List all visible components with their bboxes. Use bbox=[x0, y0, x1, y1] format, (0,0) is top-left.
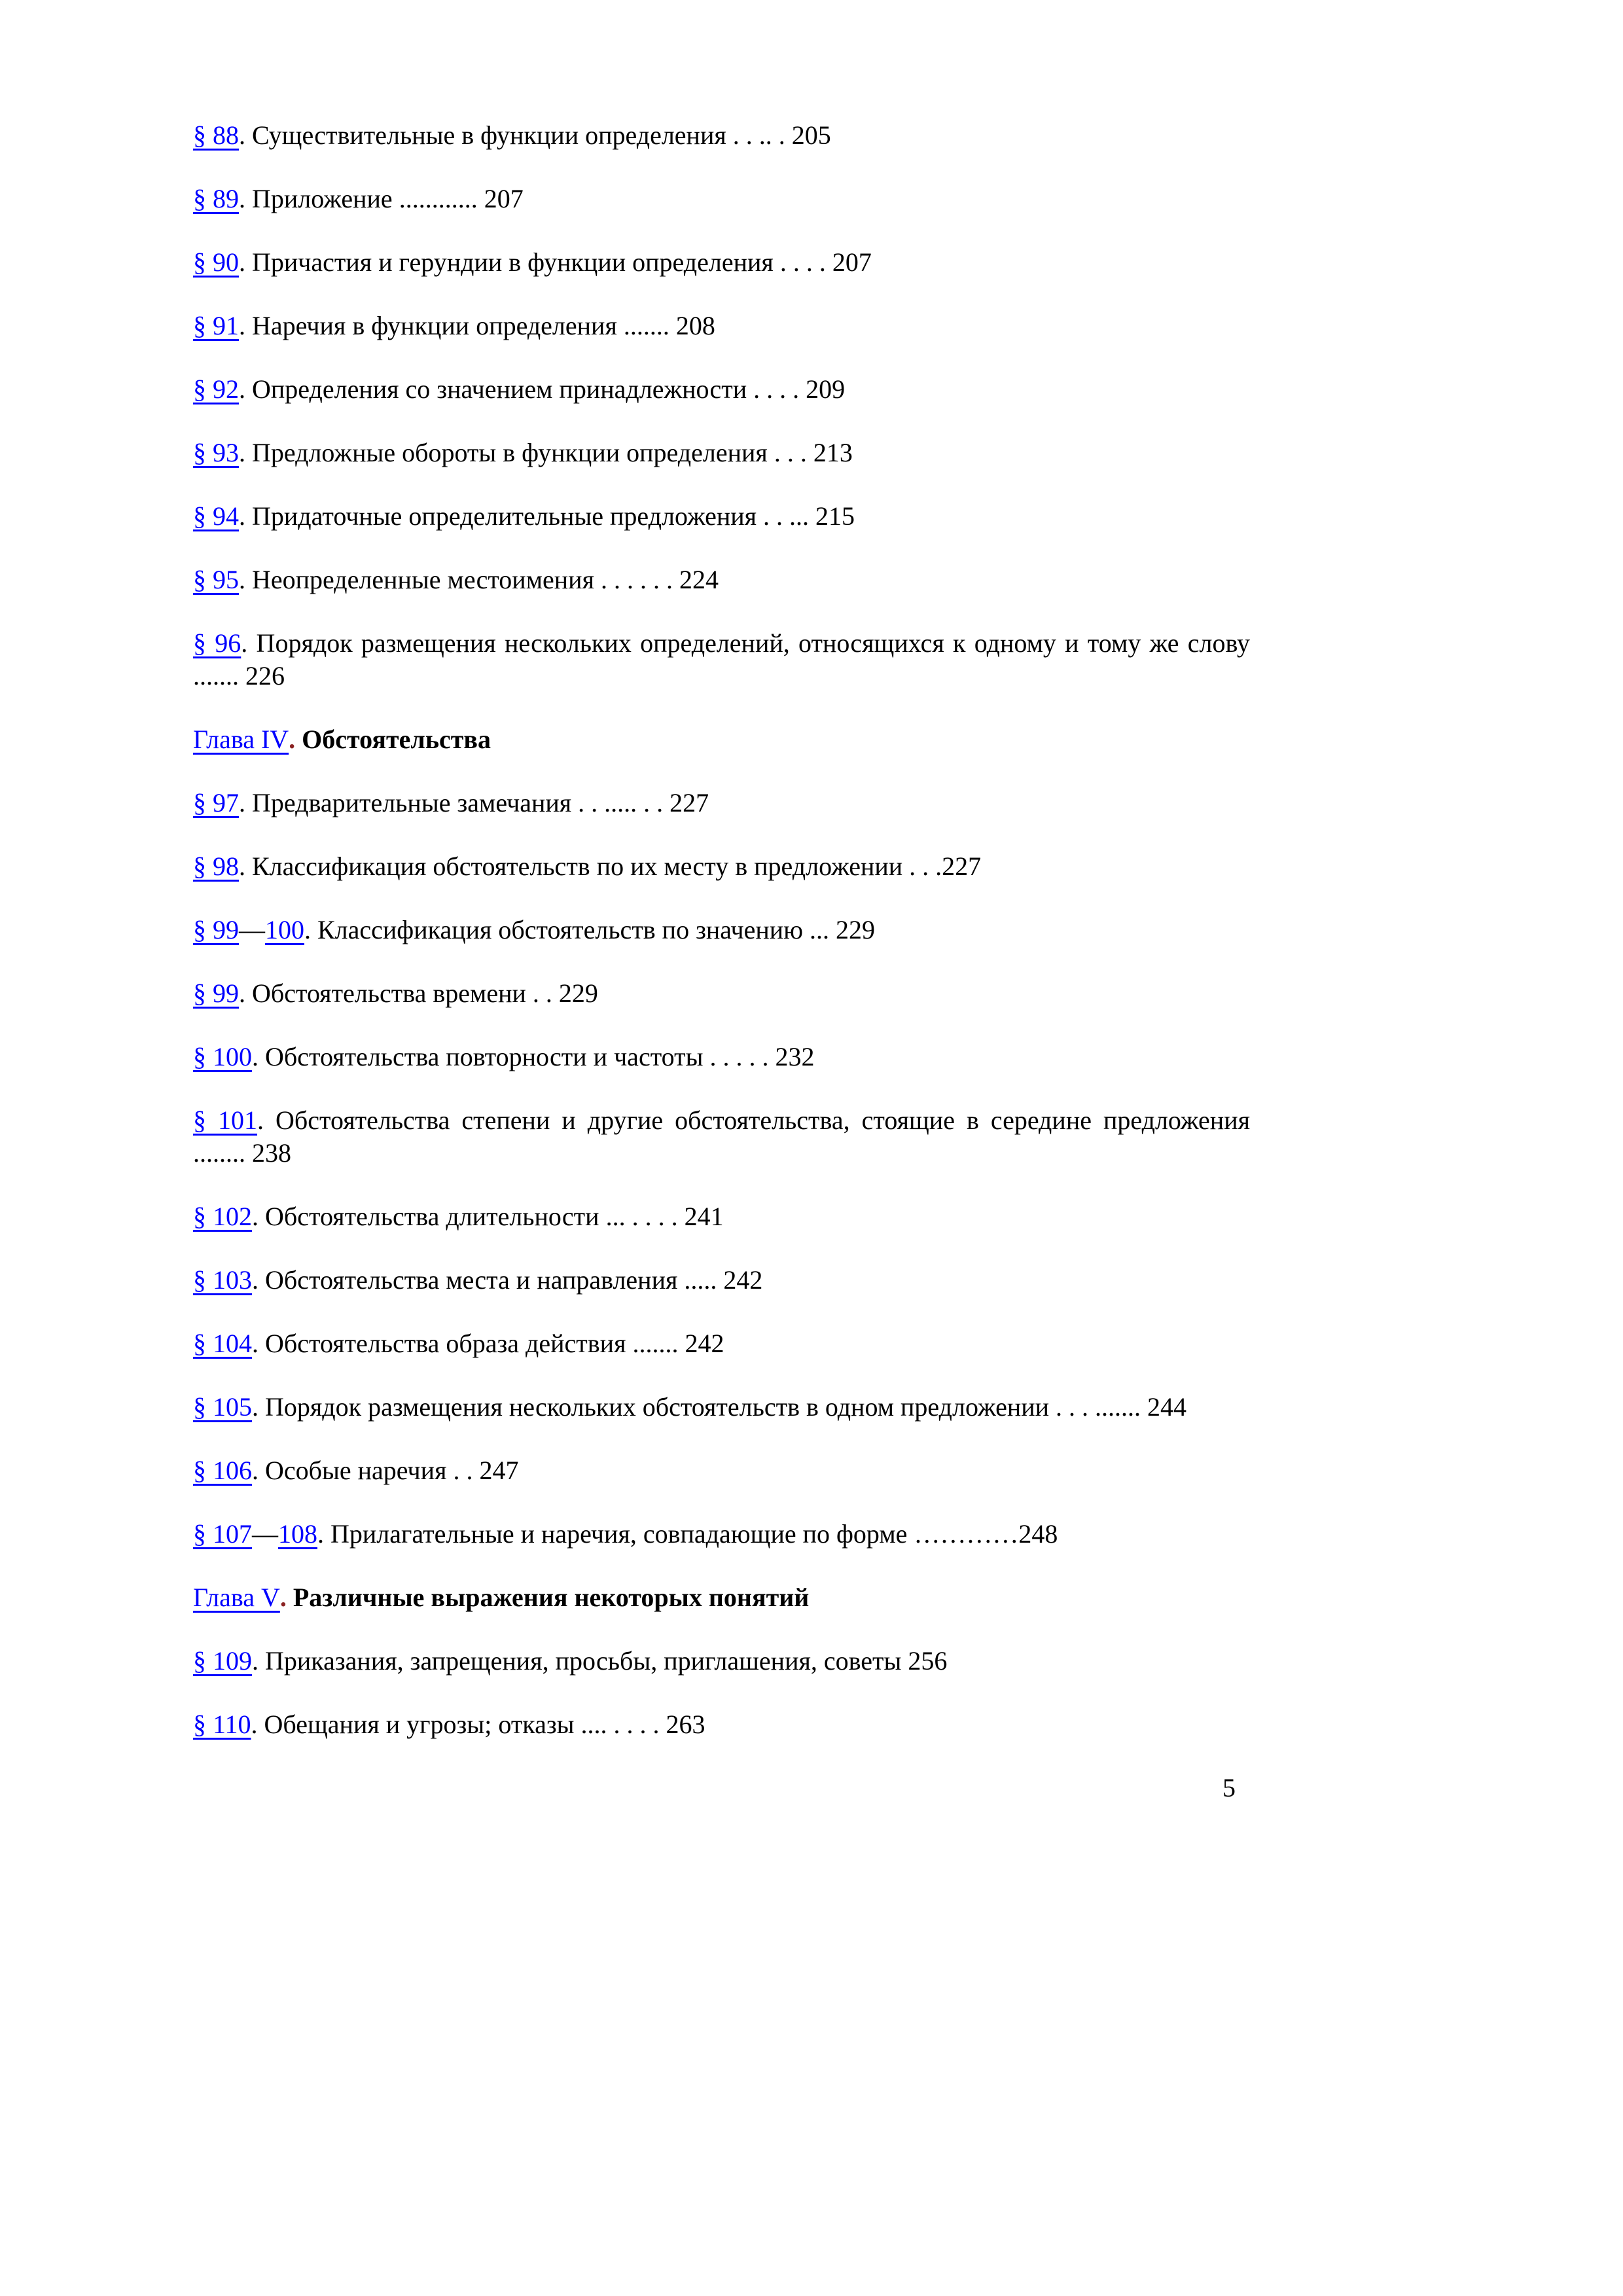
entry-text: . Обстоятельства времени . . 229 bbox=[239, 978, 598, 1008]
section-link[interactable]: § 107 bbox=[193, 1519, 252, 1549]
ref-separator: — bbox=[252, 1519, 278, 1549]
entry-text: . Обстоятельства длительности ... . . . … bbox=[252, 1202, 724, 1231]
toc-list: § 88. Существительные в функции определе… bbox=[193, 119, 1250, 1804]
toc-entry: § 97. Предварительные замечания . . ....… bbox=[193, 787, 1250, 819]
chapter-title: Обстоятельства bbox=[302, 725, 491, 754]
entry-text: . Классификация обстоятельств по их мест… bbox=[239, 852, 982, 881]
section-link[interactable]: § 90 bbox=[193, 247, 239, 277]
entry-text: . Обещания и угрозы; отказы .... . . . .… bbox=[251, 1710, 705, 1739]
entry-text: . Обстоятельства степени и другие обстоя… bbox=[193, 1105, 1251, 1168]
section-link[interactable]: § 103 bbox=[193, 1265, 252, 1295]
toc-entry: § 93. Предложные обороты в функции опред… bbox=[193, 437, 1250, 469]
entry-text: . Приложение ............ 207 bbox=[239, 184, 524, 213]
toc-entry: § 103. Обстоятельства места и направлени… bbox=[193, 1264, 1250, 1297]
section-link[interactable]: § 96 bbox=[193, 628, 241, 658]
section-link[interactable]: § 95 bbox=[193, 565, 239, 594]
entry-text: . Обстоятельства повторности и частоты .… bbox=[252, 1042, 815, 1071]
toc-entry: § 95. Неопределенные местоимения . . . .… bbox=[193, 564, 1250, 596]
entry-text: . Порядок размещения нескольких обстояте… bbox=[252, 1392, 1187, 1422]
section-link[interactable]: 108 bbox=[278, 1519, 317, 1549]
entry-text: . Приказания, запрещения, просьбы, пригл… bbox=[252, 1646, 948, 1676]
entry-text: . Существительные в функции определения … bbox=[239, 120, 831, 150]
toc-entry: § 92. Определения со значением принадлеж… bbox=[193, 373, 1250, 406]
entry-text: . Наречия в функции определения ....... … bbox=[239, 311, 715, 340]
section-link[interactable]: § 100 bbox=[193, 1042, 252, 1071]
chapter-link[interactable]: Глава V bbox=[193, 1583, 280, 1612]
toc-entry: § 104. Обстоятельства образа действия ..… bbox=[193, 1327, 1250, 1360]
entry-text: . Порядок размещения нескольких определе… bbox=[193, 628, 1251, 691]
toc-entry: § 101. Обстоятельства степени и другие о… bbox=[193, 1104, 1250, 1170]
entry-text: . Прилагательные и наречия, совпадающие … bbox=[317, 1519, 1058, 1549]
section-link[interactable]: § 109 bbox=[193, 1646, 252, 1676]
entry-text: . Предварительные замечания . . ..... . … bbox=[239, 788, 709, 817]
toc-entry: § 96. Порядок размещения нескольких опре… bbox=[193, 627, 1250, 692]
entry-text: . Особые наречия . . 247 bbox=[252, 1456, 519, 1485]
toc-entry: § 89. Приложение ............ 207 bbox=[193, 183, 1250, 215]
section-link[interactable]: § 97 bbox=[193, 788, 239, 817]
toc-entry: § 98. Классификация обстоятельств по их … bbox=[193, 850, 1250, 883]
toc-entry: § 106. Особые наречия . . 247 bbox=[193, 1454, 1250, 1487]
chapter-heading: Глава IV. Обстоятельства bbox=[193, 723, 1250, 756]
toc-entry: § 99. Обстоятельства времени . . 229 bbox=[193, 977, 1250, 1010]
section-link[interactable]: § 102 bbox=[193, 1202, 252, 1231]
chapter-dot: . bbox=[289, 725, 296, 754]
section-link[interactable]: § 101 bbox=[193, 1105, 258, 1135]
chapter-title: Различные выражения некоторых понятий bbox=[293, 1583, 810, 1612]
toc-entry: § 100. Обстоятельства повторности и част… bbox=[193, 1041, 1250, 1073]
toc-entry: § 94. Придаточные определительные предло… bbox=[193, 500, 1250, 533]
entry-text: . Придаточные определительные предложени… bbox=[239, 501, 855, 531]
section-link[interactable]: 100 bbox=[265, 915, 304, 944]
section-link[interactable]: § 88 bbox=[193, 120, 239, 150]
toc-entry: § 99—100. Классификация обстоятельств по… bbox=[193, 914, 1250, 946]
ref-separator: — bbox=[239, 915, 265, 944]
entry-text: . Предложные обороты в функции определен… bbox=[239, 438, 853, 467]
section-link[interactable]: § 106 bbox=[193, 1456, 252, 1485]
section-link[interactable]: § 91 bbox=[193, 311, 239, 340]
page-number: 5 bbox=[1222, 1773, 1236, 1803]
entry-text: . Причастия и герундии в функции определ… bbox=[239, 247, 872, 277]
chapter-dot: . bbox=[279, 1583, 287, 1612]
section-link[interactable]: § 99 bbox=[193, 978, 239, 1008]
toc-entry: § 109. Приказания, запрещения, просьбы, … bbox=[193, 1645, 1250, 1677]
section-link[interactable]: § 110 bbox=[193, 1710, 251, 1739]
toc-entry: § 102. Обстоятельства длительности ... .… bbox=[193, 1200, 1250, 1233]
section-link[interactable]: § 94 bbox=[193, 501, 239, 531]
toc-entry: § 107—108. Прилагательные и наречия, сов… bbox=[193, 1518, 1250, 1551]
entry-text: . Определения со значением принадлежност… bbox=[239, 374, 846, 404]
toc-entry: § 88. Существительные в функции определе… bbox=[193, 119, 1250, 152]
section-link[interactable]: § 104 bbox=[193, 1329, 252, 1358]
toc-entry: § 105. Порядок размещения нескольких обс… bbox=[193, 1391, 1250, 1424]
section-link[interactable]: § 92 bbox=[193, 374, 239, 404]
section-link[interactable]: § 98 bbox=[193, 852, 239, 881]
section-link[interactable]: § 93 bbox=[193, 438, 239, 467]
chapter-link[interactable]: Глава IV bbox=[193, 725, 289, 754]
entry-text: . Классификация обстоятельств по значени… bbox=[304, 915, 876, 944]
entry-text: . Обстоятельства места и направления ...… bbox=[252, 1265, 763, 1295]
toc-entry: § 110. Обещания и угрозы; отказы .... . … bbox=[193, 1708, 1250, 1741]
entry-text: . Обстоятельства образа действия .......… bbox=[252, 1329, 724, 1358]
section-link[interactable]: § 105 bbox=[193, 1392, 252, 1422]
section-link[interactable]: § 89 bbox=[193, 184, 239, 213]
chapter-heading: Глава V. Различные выражения некоторых п… bbox=[193, 1581, 1250, 1614]
toc-entry: § 90. Причастия и герундии в функции опр… bbox=[193, 246, 1250, 279]
toc-entry: § 91. Наречия в функции определения ....… bbox=[193, 310, 1250, 342]
entry-text: . Неопределенные местоимения . . . . . .… bbox=[239, 565, 719, 594]
section-link[interactable]: § 99 bbox=[193, 915, 239, 944]
